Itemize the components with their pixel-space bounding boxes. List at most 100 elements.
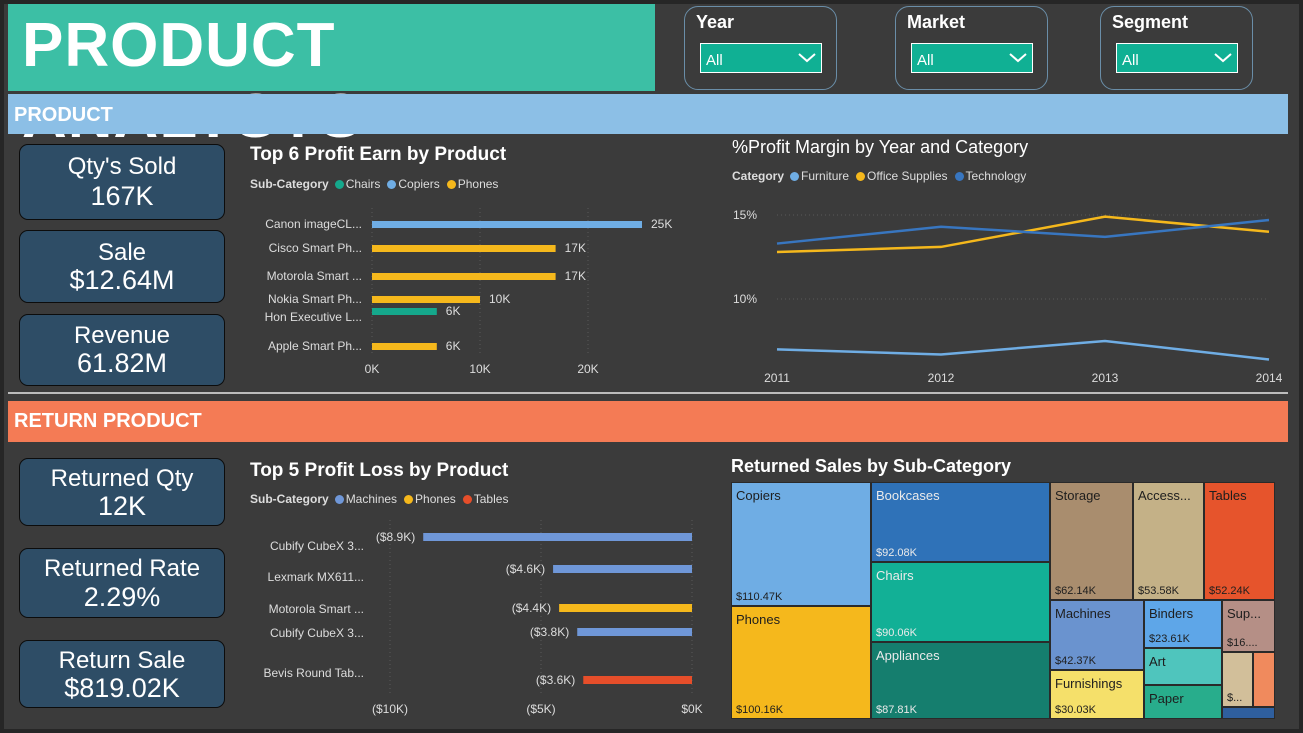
bar (372, 296, 480, 303)
legend-item[interactable]: Chairs (334, 177, 380, 191)
product-section-header: PRODUCT (8, 94, 1288, 134)
tile-value: $90.06K (876, 627, 917, 639)
legend-dot (856, 171, 866, 181)
tile-label: Storage (1055, 488, 1101, 503)
x-tick-label: 2013 (1092, 371, 1119, 385)
legend-item[interactable]: Technology (954, 169, 1026, 183)
kpi-label: Returned Qty (50, 465, 194, 492)
slicer-market: Market All (895, 6, 1048, 90)
y-category-label: Nokia Smart Ph... (268, 292, 362, 306)
kpi-return-sale: Return Sale $819.02K (19, 640, 225, 708)
kpi-returned-qty: Returned Qty 12K (19, 458, 225, 526)
chart-title: Returned Sales by Sub-Category (731, 456, 1012, 476)
x-tick-label: 10K (469, 362, 490, 376)
legend-label: Copiers (398, 177, 440, 191)
bar (372, 221, 642, 228)
kpi-sale: Sale $12.64M (19, 230, 225, 303)
tile-value: $52.24K (1209, 585, 1250, 597)
treemap-tile[interactable]: $... (1222, 652, 1253, 707)
tile-label: Appliances (876, 648, 940, 663)
year-dropdown[interactable]: All (700, 43, 822, 73)
legend-dot (790, 171, 800, 181)
treemap-tile[interactable]: Access... $53.58K (1133, 482, 1204, 600)
treemap-tile[interactable]: Chairs $90.06K (871, 562, 1050, 642)
data-label: ($8.9K) (376, 530, 415, 544)
data-label: 10K (489, 292, 510, 306)
tile-label: Tables (1209, 488, 1247, 503)
legend-title: Sub-Category (250, 492, 329, 506)
legend-title: Sub-Category (250, 177, 329, 191)
legend-item[interactable]: Copiers (387, 177, 440, 191)
chart-title: Top 6 Profit Earn by Product (250, 144, 507, 165)
kpi-value: $819.02K (64, 673, 180, 703)
x-tick-label: 2014 (1256, 371, 1283, 385)
y-category-label: Canon imageCL... (265, 217, 362, 231)
slicer-label: Segment (1112, 12, 1189, 32)
y-category-label: Cisco Smart Ph... (269, 241, 362, 255)
kpi-value: 2.29% (83, 582, 161, 612)
kpi-value: $12.64M (69, 265, 175, 295)
y-category-label: Cubify CubeX 3... (270, 626, 364, 640)
treemap-tile[interactable]: Binders $23.61K (1144, 600, 1222, 648)
series-line (776, 339, 1270, 361)
chevron-down-icon (1214, 53, 1232, 63)
section-title: RETURN PRODUCT (14, 410, 202, 432)
kpi-revenue: Revenue 61.82M (19, 314, 225, 386)
legend-item[interactable]: Phones (404, 492, 456, 506)
dropdown-value: All (1122, 52, 1139, 69)
treemap-tile[interactable]: Bookcases $92.08K (871, 482, 1050, 562)
legend-title: Category (732, 169, 785, 183)
data-label: ($3.6K) (536, 673, 575, 687)
section-divider (8, 392, 1288, 394)
slicer-label: Market (907, 12, 966, 32)
tile-label: Copiers (736, 488, 781, 503)
x-tick-label: 0K (365, 362, 380, 376)
chevron-down-icon (798, 53, 816, 63)
x-tick-label: $0K (681, 702, 702, 716)
treemap-tile[interactable]: Phones $100.16K (731, 606, 871, 719)
legend-item[interactable]: Furniture (790, 169, 849, 183)
tile-value: $16.... (1227, 637, 1258, 649)
treemap-tile[interactable]: Sup... $16.... (1222, 600, 1275, 652)
data-label: ($3.8K) (530, 625, 569, 639)
tile-label: Machines (1055, 606, 1111, 621)
treemap-tile[interactable]: Copiers $110.47K (731, 482, 871, 606)
data-label: 6K (446, 304, 461, 318)
legend-item[interactable]: Phones (446, 177, 498, 191)
tile-value: $62.14K (1055, 585, 1096, 597)
chart-legend: Sub-Category Chairs Copiers Phones (250, 177, 501, 191)
treemap-tile[interactable]: Tables $52.24K (1204, 482, 1275, 600)
treemap-tile[interactable]: Machines $42.37K (1050, 600, 1144, 670)
bar (372, 308, 437, 315)
legend-item[interactable]: Machines (334, 492, 397, 506)
kpi-label: Revenue (73, 322, 171, 349)
chart-legend: Category Furniture Office Supplies Techn… (732, 169, 1029, 183)
segment-dropdown[interactable]: All (1116, 43, 1238, 73)
treemap-tile[interactable]: Appliances $87.81K (871, 642, 1050, 719)
legend-dot (334, 494, 344, 504)
tile-value: $110.47K (736, 591, 783, 603)
slicer-year: Year All (684, 6, 837, 90)
returned-sales-treemap: Copiers $110.47K Phones $100.16K Bookcases $9… (731, 482, 1275, 719)
legend-label: Furniture (801, 169, 850, 183)
treemap-tile[interactable]: Art (1144, 648, 1222, 685)
data-label: 6K (446, 339, 461, 353)
tile-value: $23.61K (1149, 633, 1190, 645)
legend-item[interactable]: Tables (462, 492, 509, 506)
treemap-tile[interactable]: Furnishings $30.03K (1050, 670, 1144, 719)
dropdown-value: All (706, 52, 723, 69)
bar (559, 604, 692, 612)
y-category-label: Bevis Round Tab... (263, 666, 364, 680)
kpi-value: 61.82M (76, 348, 168, 378)
treemap-tile[interactable] (1253, 652, 1275, 707)
series-line (776, 215, 1270, 254)
treemap-tile[interactable]: Paper (1144, 685, 1222, 719)
treemap-tile[interactable]: Storage $62.14K (1050, 482, 1133, 600)
y-tick-label: 10% (733, 292, 757, 306)
y-category-label: Hon Executive L... (265, 310, 362, 324)
market-dropdown[interactable]: All (911, 43, 1033, 73)
legend-item[interactable]: Office Supplies (856, 169, 948, 183)
treemap-tile[interactable] (1222, 707, 1275, 719)
legend-label: Tables (473, 492, 509, 506)
kpi-qty-sold: Qty's Sold 167K (19, 144, 225, 220)
